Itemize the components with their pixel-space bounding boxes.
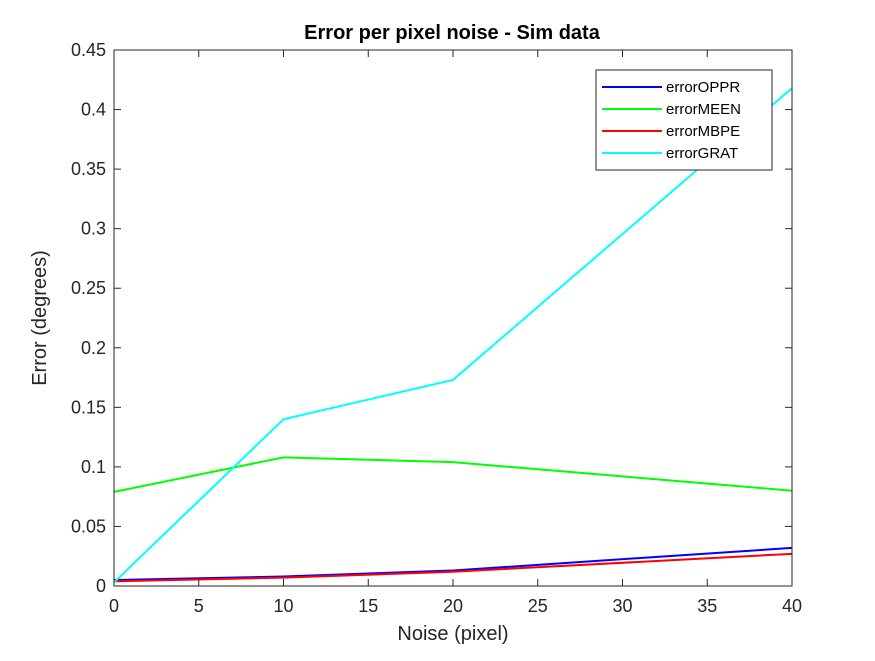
chart-title: Error per pixel noise - Sim data xyxy=(304,22,601,44)
y-tick-label: 0.4 xyxy=(81,100,106,120)
y-tick-label: 0.15 xyxy=(71,397,106,417)
y-tick-label: 0.2 xyxy=(81,338,106,358)
x-axis-ticks: 0 5 10 15 20 25 30 35 40 xyxy=(109,50,802,616)
series-line-errorGRAT xyxy=(113,87,793,584)
y-tick-label: 0.45 xyxy=(71,40,106,60)
x-axis-label: Noise (pixel) xyxy=(397,623,508,645)
legend-label-errorGRAT: errorGRAT xyxy=(666,145,738,162)
x-tick-label: 30 xyxy=(612,596,632,616)
series-line-errorMEEN xyxy=(113,456,793,493)
y-tick-label: 0.25 xyxy=(71,278,106,298)
y-axis-ticks: 0 0.05 0.1 0.15 0.2 0.25 0.3 0.35 0.4 0.45 xyxy=(71,40,792,596)
y-axis-label: Error (degrees) xyxy=(29,250,51,386)
legend-label-errorMBPE: errorMBPE xyxy=(666,123,740,140)
x-tick-label: 10 xyxy=(273,596,293,616)
x-tick-label: 0 xyxy=(109,596,119,616)
x-tick-label: 15 xyxy=(358,596,378,616)
legend: errorOPPR errorMEEN errorMBPE errorGRAT xyxy=(595,69,773,171)
y-tick-label: 0.1 xyxy=(81,457,106,477)
x-tick-label: 35 xyxy=(697,596,717,616)
x-tick-label: 20 xyxy=(443,596,463,616)
y-tick-label: 0.35 xyxy=(71,159,106,179)
y-tick-label: 0 xyxy=(96,576,106,596)
y-tick-label: 0.05 xyxy=(71,516,106,536)
legend-label-errorOPPR: errorOPPR xyxy=(666,79,740,96)
legend-label-errorMEEN: errorMEEN xyxy=(666,101,741,118)
x-tick-label: 40 xyxy=(782,596,802,616)
x-tick-label: 5 xyxy=(194,596,204,616)
x-tick-label: 25 xyxy=(528,596,548,616)
y-tick-label: 0.3 xyxy=(81,219,106,239)
series-line-errorOPPR xyxy=(113,546,793,582)
